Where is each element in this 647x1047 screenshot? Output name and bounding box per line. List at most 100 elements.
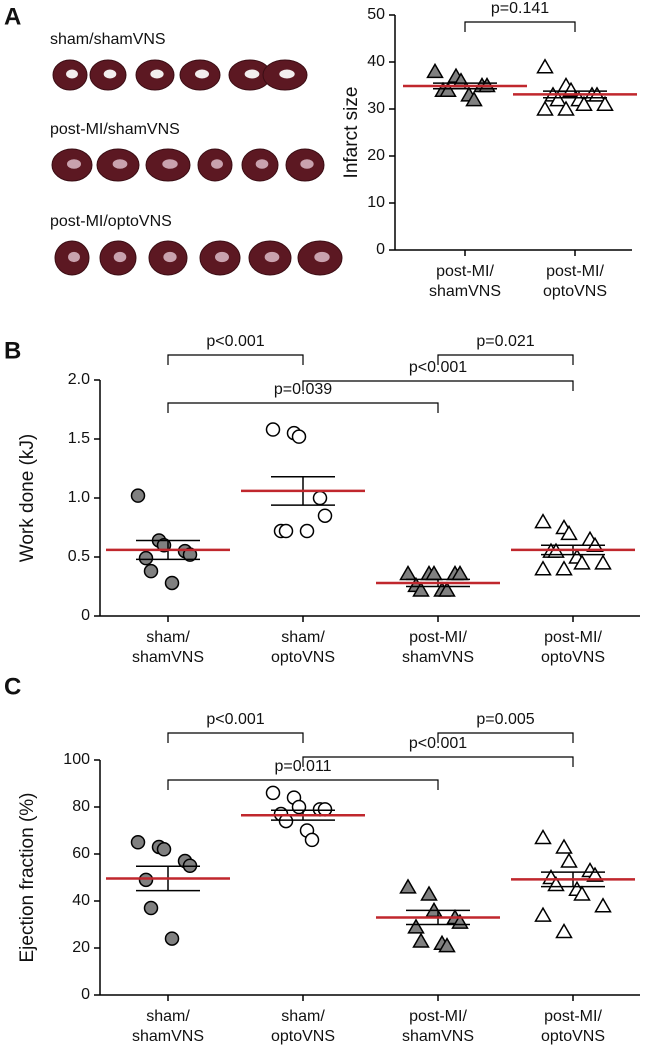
x-tick-label: shamVNS (132, 1028, 204, 1045)
data-point (555, 560, 573, 576)
data-point (438, 937, 456, 953)
data-point (594, 897, 612, 913)
data-point (426, 62, 444, 79)
panel-letter: C (4, 673, 21, 700)
heart-lumen (162, 159, 178, 169)
p-value: p=0.011 (274, 758, 331, 775)
x-tick-label: sham/ (281, 629, 325, 646)
data-point (299, 523, 315, 539)
data-point (534, 560, 552, 576)
y-tick-label: 20 (367, 147, 385, 164)
x-tick-label: post-MI/ (409, 1008, 467, 1025)
x-tick-label: shamVNS (402, 1028, 474, 1045)
data-point (278, 523, 294, 539)
x-tick-label: optoVNS (271, 649, 335, 666)
heart-lumen (66, 69, 78, 79)
data-point (555, 923, 573, 939)
y-tick-label: 20 (72, 939, 90, 956)
x-tick-label: shamVNS (429, 283, 501, 300)
data-point (312, 490, 328, 506)
data-point (586, 866, 604, 882)
data-point (549, 91, 567, 107)
x-tick-label: optoVNS (543, 283, 607, 300)
data-point (399, 565, 417, 581)
data-point (560, 852, 578, 868)
x-tick-label: sham/ (146, 629, 190, 646)
y-axis-label: Ejection fraction (%) (17, 792, 38, 962)
photo-label: post-MI/optoVNS (50, 213, 172, 230)
y-tick-label: 2.0 (68, 371, 90, 388)
data-point (304, 832, 320, 848)
data-point (399, 878, 417, 894)
y-tick-label: 0 (81, 986, 90, 1003)
y-tick-label: 0 (376, 241, 385, 258)
data-point (573, 885, 591, 901)
y-tick-label: 30 (367, 100, 385, 117)
heart-lumen (255, 159, 269, 169)
p-value: p<0.001 (409, 359, 467, 376)
data-point (265, 422, 281, 437)
x-tick-label: post-MI/ (436, 263, 494, 280)
heart-lumen (103, 69, 117, 79)
x-tick-label: shamVNS (402, 649, 474, 666)
data-point (536, 100, 554, 116)
p-value: p<0.001 (206, 711, 264, 728)
data-point (156, 842, 172, 857)
data-point (407, 918, 425, 934)
heart-lumen (68, 251, 80, 263)
heart-lumen (195, 69, 209, 79)
data-point (278, 813, 294, 829)
heart-lumen (113, 251, 127, 263)
data-point (560, 524, 578, 541)
x-tick-label: post-MI/ (544, 1008, 602, 1025)
data-point (317, 508, 333, 523)
significance-bracket (464, 21, 576, 32)
data-point (573, 554, 591, 570)
data-point (265, 785, 281, 801)
data-point (534, 829, 552, 845)
data-point (438, 581, 456, 597)
y-tick-label: 40 (367, 53, 385, 70)
y-tick-label: 100 (63, 751, 90, 768)
panel-letter: A (4, 3, 21, 30)
data-point (130, 835, 146, 850)
p-value: p=0.141 (491, 0, 549, 17)
significance-bracket (167, 402, 439, 413)
data-point (594, 554, 612, 570)
significance-bracket (167, 354, 304, 365)
heart-lumen (279, 69, 295, 79)
data-point (291, 429, 307, 444)
data-point (138, 550, 154, 566)
heart-lumen (215, 251, 229, 263)
data-point (555, 838, 573, 854)
y-tick-label: 50 (367, 6, 385, 23)
significance-bracket (437, 354, 574, 365)
data-point (420, 885, 438, 901)
data-point (596, 95, 614, 112)
y-axis-label: Work done (kJ) (17, 434, 38, 562)
p-value: p<0.001 (409, 735, 467, 752)
x-tick-label: sham/ (281, 1008, 325, 1025)
data-point (317, 802, 333, 817)
y-axis-label: Infarct size (341, 87, 362, 179)
data-point (439, 81, 457, 97)
data-point (130, 488, 146, 503)
x-tick-label: sham/ (146, 1008, 190, 1025)
data-point (465, 91, 483, 107)
data-point (412, 581, 430, 597)
data-point (143, 900, 159, 916)
x-tick-label: optoVNS (541, 1028, 605, 1045)
heart-lumen (314, 251, 330, 263)
photo-label: post-MI/shamVNS (50, 121, 180, 138)
heart-lumen (264, 251, 280, 263)
heart-lumen (150, 69, 164, 79)
heart-lumen (244, 69, 260, 79)
significance-bracket (167, 732, 304, 743)
y-tick-label: 60 (72, 845, 90, 862)
x-tick-label: post-MI/ (409, 629, 467, 646)
significance-bracket (302, 756, 574, 767)
data-point (143, 563, 159, 579)
p-value: p=0.005 (476, 711, 534, 728)
p-value: p=0.021 (476, 333, 534, 350)
